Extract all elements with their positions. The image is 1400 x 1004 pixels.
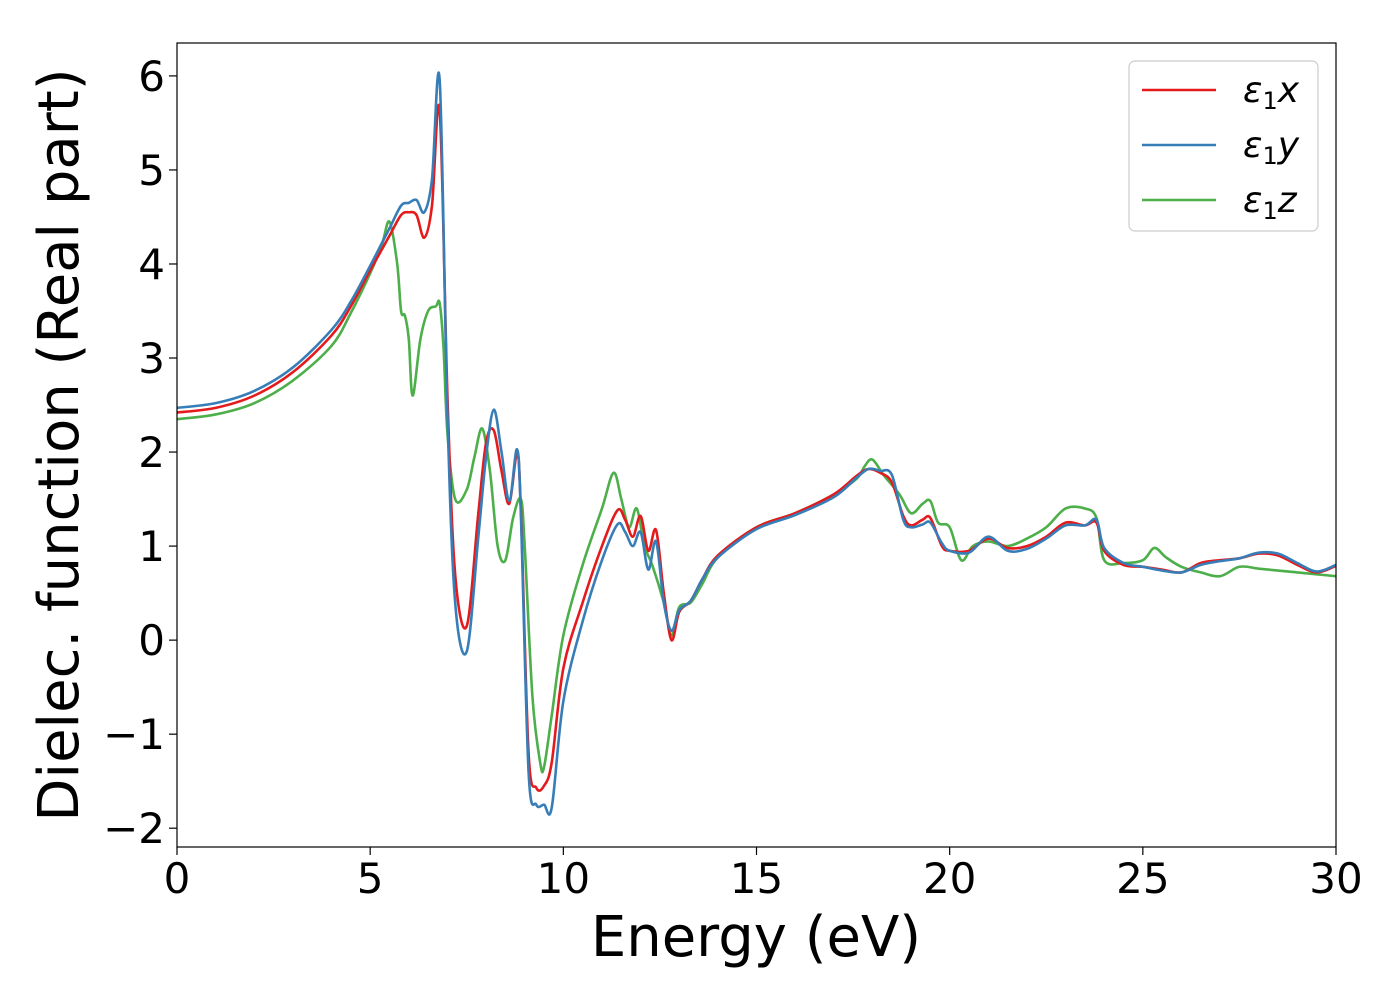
legend-frame xyxy=(1128,60,1319,232)
series-line-z xyxy=(177,220,1336,774)
x-tick-label: 0 xyxy=(164,854,191,903)
y-tick-label: 3 xyxy=(138,334,165,383)
y-tick-label: 1 xyxy=(138,522,165,571)
y-tick-label: −2 xyxy=(103,804,165,853)
y-tick-label: −1 xyxy=(103,710,165,759)
x-tick-label: 5 xyxy=(357,854,384,903)
y-tick-label: 0 xyxy=(138,616,165,665)
y-tick-label: 2 xyxy=(138,428,165,477)
legend: ε1x ε1y ε1z xyxy=(1128,60,1319,232)
series-line-x xyxy=(177,103,1336,792)
x-axis-label: Energy (eV) xyxy=(591,905,921,970)
x-axis: 0 5 10 15 20 25 30 xyxy=(164,847,1363,903)
x-tick-label: 20 xyxy=(923,854,976,903)
y-axis: −2 −1 0 1 2 3 4 5 6 xyxy=(103,52,177,853)
x-tick-label: 10 xyxy=(537,854,590,903)
series-layer xyxy=(177,71,1336,816)
y-tick-label: 4 xyxy=(138,240,165,289)
y-tick-label: 5 xyxy=(138,146,165,195)
legend-label-z: ε1z xyxy=(1243,180,1298,225)
x-tick-label: 15 xyxy=(730,854,783,903)
y-tick-label: 6 xyxy=(138,52,165,101)
legend-label-x: ε1x xyxy=(1243,70,1300,115)
x-tick-label: 30 xyxy=(1309,854,1362,903)
series-line-y xyxy=(177,71,1336,816)
x-tick-label: 25 xyxy=(1116,854,1169,903)
legend-label-y: ε1y xyxy=(1243,125,1300,170)
y-axis-label: Dielec. function (Real part) xyxy=(27,68,92,821)
